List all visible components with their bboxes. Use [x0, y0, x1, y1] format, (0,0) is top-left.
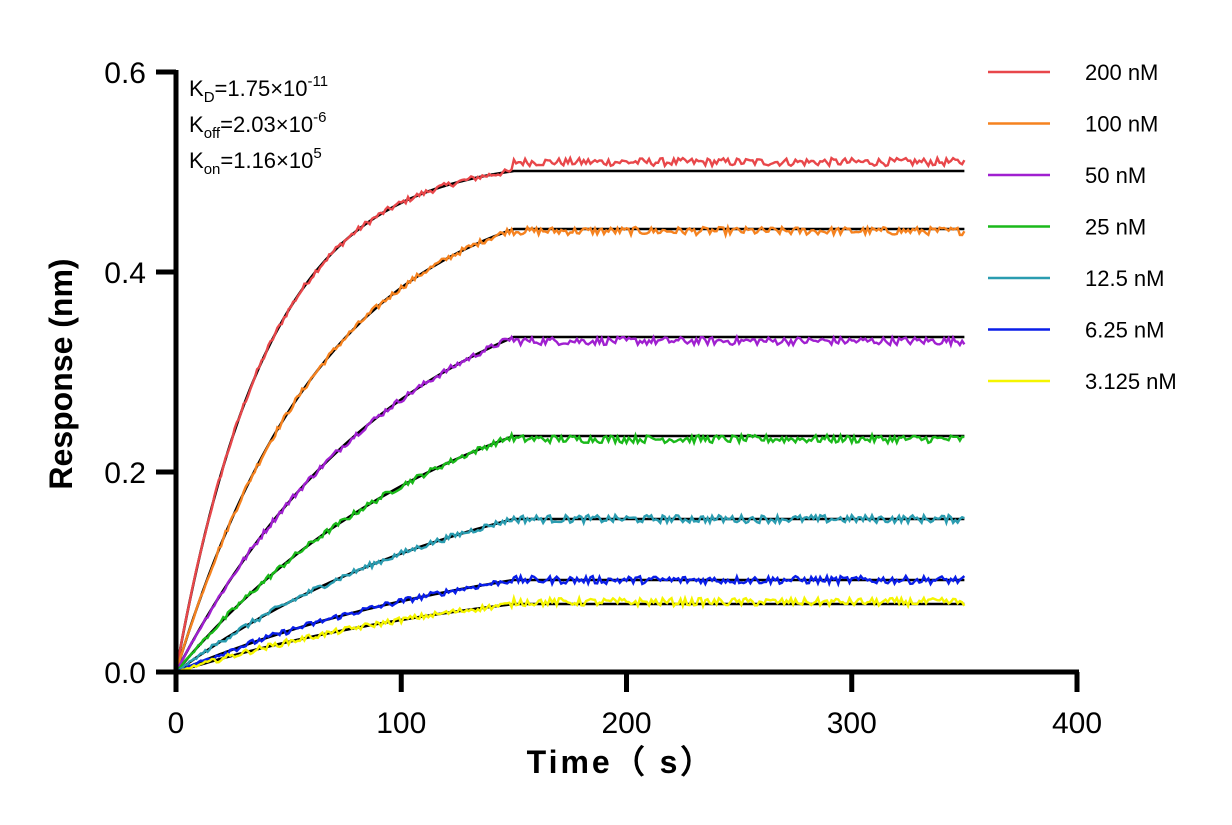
fit-curve-6-25nM: [175, 578, 965, 674]
kinetic-constant-off: Koff=2.03×10-6: [189, 109, 326, 142]
legend-label: 100 nM: [1085, 112, 1158, 137]
fit-curve-3-125nM: [175, 602, 965, 674]
legend-item: 25 nM: [988, 215, 1146, 240]
x-axis-label: Time（ s）: [527, 744, 716, 780]
legend-item: 200 nM: [988, 60, 1158, 85]
x-tick-label: 100: [376, 707, 426, 740]
measured-curve-200nM: [174, 154, 966, 673]
measured-curves: [174, 154, 966, 674]
legend-label: 25 nM: [1085, 215, 1146, 240]
kinetic-constant-D: KD=1.75×10-11: [189, 73, 328, 106]
measured-curve-12-5nM: [175, 512, 965, 673]
fit-curve-50nM: [174, 335, 965, 673]
measured-curve-3-125nM: [175, 593, 966, 674]
legend-item: 6.25 nM: [988, 318, 1165, 343]
fit-curves: [174, 169, 965, 674]
y-tick-label: 0.4: [104, 257, 146, 290]
measured-curve-25nM: [175, 430, 965, 673]
fit-curve-12-5nM: [175, 517, 965, 674]
measured-curve-100nM: [174, 223, 966, 673]
legend-item: 12.5 nM: [988, 266, 1165, 291]
x-tick-label: 300: [827, 707, 877, 740]
legend-item: 100 nM: [988, 112, 1158, 137]
legend-label: 6.25 nM: [1085, 318, 1165, 343]
legend-item: 50 nM: [988, 163, 1146, 188]
measured-curve-50nM: [174, 333, 966, 673]
legend-label: 200 nM: [1085, 60, 1158, 85]
legend-item: 3.125 nM: [988, 369, 1177, 394]
y-tick-label: 0.2: [104, 457, 146, 490]
legend-label: 12.5 nM: [1085, 266, 1165, 291]
fit-curve-200nM: [174, 169, 965, 673]
legend-label: 50 nM: [1085, 163, 1146, 188]
kinetic-constant-on: Kon=1.16×105: [189, 145, 322, 178]
measured-curve-6-25nM: [175, 572, 966, 674]
legend: 200 nM 100 nM 50 nM 25 nM 12.5 nM 6.25 nM 3.12…: [988, 60, 1177, 394]
y-tick-label: 0.0: [104, 657, 146, 690]
x-tick-label: 200: [601, 707, 651, 740]
axes: 0 100 200 300 400 0.0 0.2 0.4 0.6: [104, 57, 1102, 740]
x-tick-label: 0: [168, 707, 185, 740]
x-tick-label: 400: [1052, 707, 1102, 740]
y-axis-label: Response (nm): [43, 258, 79, 489]
y-tick-label: 0.6: [104, 57, 146, 90]
legend-label: 3.125 nM: [1085, 369, 1177, 394]
fit-curve-100nM: [174, 227, 965, 673]
